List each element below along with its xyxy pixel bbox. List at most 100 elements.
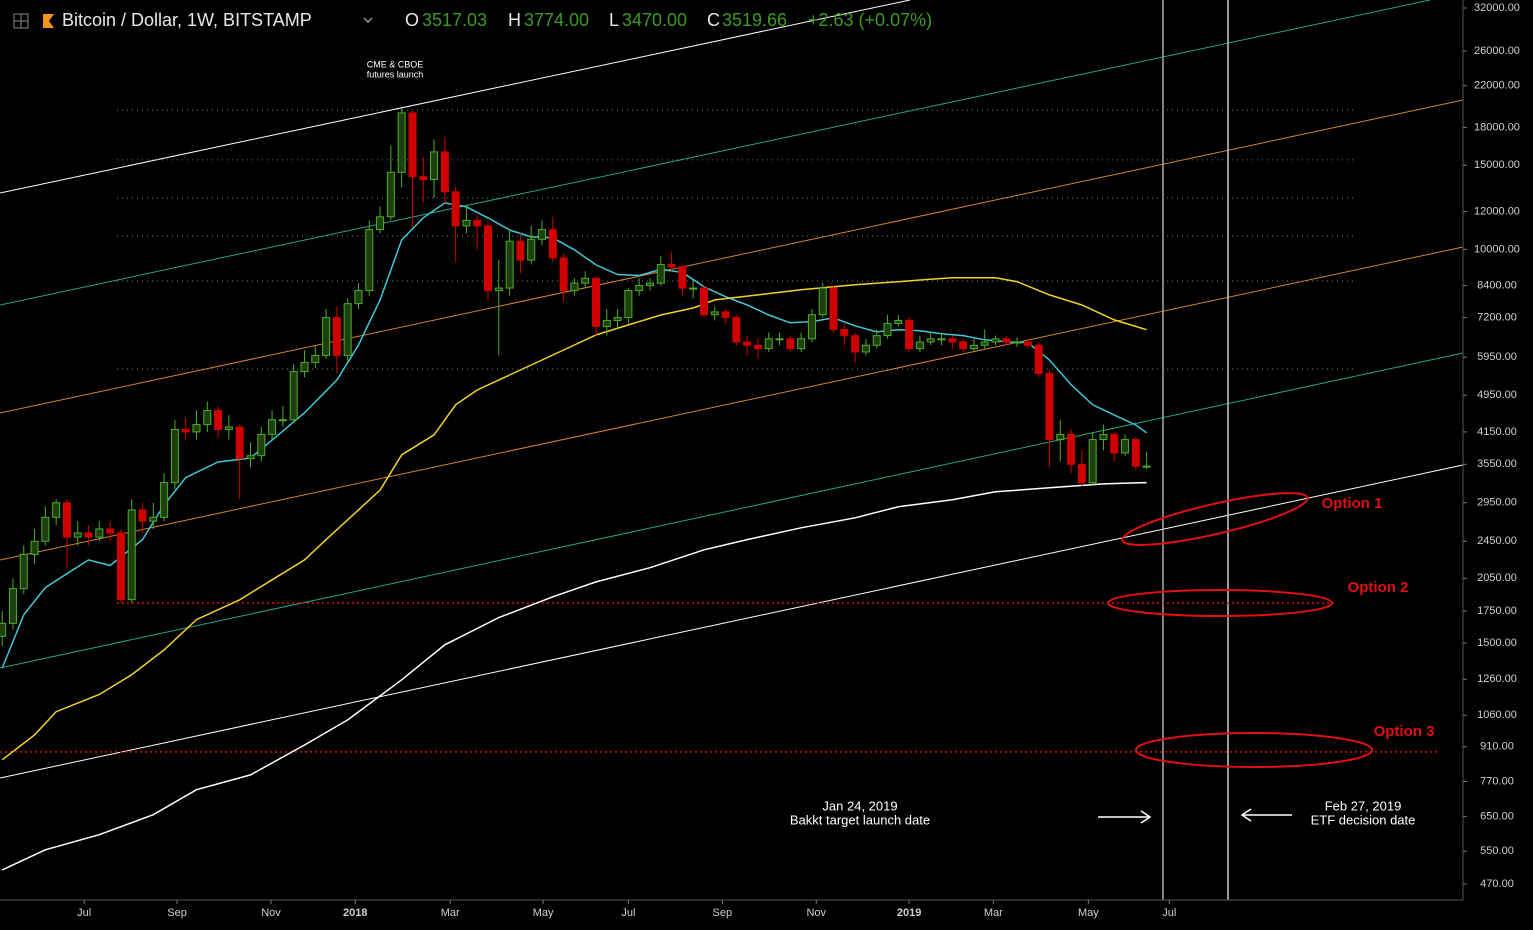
candle-body — [645, 282, 654, 287]
y-tick-label: 4150.00 — [1477, 426, 1517, 438]
ohlc-label: L — [609, 10, 619, 30]
y-tick-label: 1750.00 — [1477, 605, 1517, 617]
y-tick-label: 26000.00 — [1474, 45, 1520, 57]
trend-line — [0, 246, 1464, 561]
candle-body — [0, 622, 7, 637]
candle-body — [699, 287, 708, 316]
arrow — [1240, 808, 1292, 822]
candle-body — [30, 540, 39, 555]
candle-body — [948, 338, 957, 343]
candle-body — [775, 338, 784, 341]
candle-body — [419, 176, 428, 181]
ellipse — [1135, 732, 1373, 768]
candle-body — [570, 282, 579, 292]
candle-body — [894, 319, 903, 324]
candle-body — [192, 424, 201, 433]
candle-body — [300, 361, 309, 373]
candle-body — [116, 532, 125, 601]
candle-body — [732, 317, 741, 343]
candle-body — [484, 225, 493, 292]
candle-body — [1045, 372, 1054, 441]
y-tick-label: 2450.00 — [1477, 535, 1517, 547]
candle-body — [332, 317, 341, 356]
moving-average — [1, 202, 1148, 669]
candle-body — [516, 240, 525, 261]
candle-body — [991, 338, 1000, 343]
candle-body — [915, 341, 924, 350]
candle-body — [278, 419, 287, 422]
trend-line — [0, 464, 1464, 779]
candle-body — [160, 482, 169, 518]
candle-body — [52, 502, 61, 518]
candle-body — [462, 219, 471, 227]
candle-body — [365, 229, 374, 292]
annotation: Option 3 — [1374, 723, 1435, 740]
annotation: futures launch — [367, 69, 424, 79]
candle-body — [959, 341, 968, 350]
candle-body — [807, 314, 816, 340]
ohlc-value: 3517.03 — [422, 10, 487, 30]
candle-body — [797, 338, 806, 350]
x-tick-label: May — [1078, 907, 1099, 919]
annotation: ETF decision date — [1311, 812, 1416, 827]
candle-body — [62, 502, 71, 538]
candle-body — [786, 338, 795, 350]
candle-body — [872, 335, 881, 346]
candle-body — [559, 257, 568, 292]
ellipse — [1121, 492, 1309, 546]
trend-line — [0, 99, 1464, 414]
change: +2.63 (+0.07%) — [808, 10, 932, 30]
ohlc-value: 3519.66 — [722, 10, 787, 30]
candle-body — [1099, 433, 1108, 441]
candle-body — [95, 528, 104, 538]
candle-body — [905, 319, 914, 350]
candle-body — [181, 428, 190, 433]
candle-body — [138, 509, 147, 522]
arrow — [1098, 810, 1152, 824]
candle-body — [656, 263, 665, 284]
candle-body — [1077, 463, 1086, 484]
candle-body — [861, 344, 870, 353]
candle-body — [8, 588, 17, 624]
y-tick-label: 3550.00 — [1477, 458, 1517, 470]
candle-body — [397, 112, 406, 173]
candle-body — [1034, 344, 1043, 374]
candle-body — [743, 341, 752, 346]
x-tick-label: 2018 — [343, 907, 367, 919]
candle-body — [354, 290, 363, 305]
candle-body — [127, 509, 136, 601]
candle-body — [527, 238, 536, 261]
candle-body — [851, 335, 860, 353]
annotation: Option 2 — [1348, 579, 1409, 596]
y-tick-label: 650.00 — [1480, 811, 1514, 823]
candle-body — [829, 287, 838, 330]
candle-body — [764, 338, 773, 350]
drawings — [0, 0, 1464, 901]
candle-body — [214, 410, 223, 430]
candle-body — [451, 191, 460, 227]
annotation: Feb 27, 2019 — [1325, 798, 1402, 813]
trend-line — [0, 0, 1431, 306]
candle-body — [548, 229, 557, 259]
candle-body — [613, 317, 622, 321]
candle-body — [1023, 341, 1032, 346]
y-tick-label: 470.00 — [1480, 878, 1514, 890]
candle-body — [386, 171, 395, 218]
candle-body — [505, 240, 514, 289]
dropdown-icon[interactable] — [363, 17, 373, 23]
candle-body — [246, 455, 255, 460]
candle-body — [1056, 433, 1065, 441]
candle-body — [494, 287, 503, 292]
candle-body — [1131, 439, 1140, 467]
candle-body — [235, 426, 244, 460]
y-tick-label: 18000.00 — [1474, 121, 1520, 133]
candle-body — [149, 516, 158, 522]
y-tick-label: 12000.00 — [1474, 205, 1520, 217]
x-tick-label: May — [533, 907, 554, 919]
candle-body — [591, 277, 600, 327]
candle-body — [624, 290, 633, 319]
y-tick-label: 770.00 — [1480, 775, 1514, 787]
candle-body — [430, 151, 439, 181]
